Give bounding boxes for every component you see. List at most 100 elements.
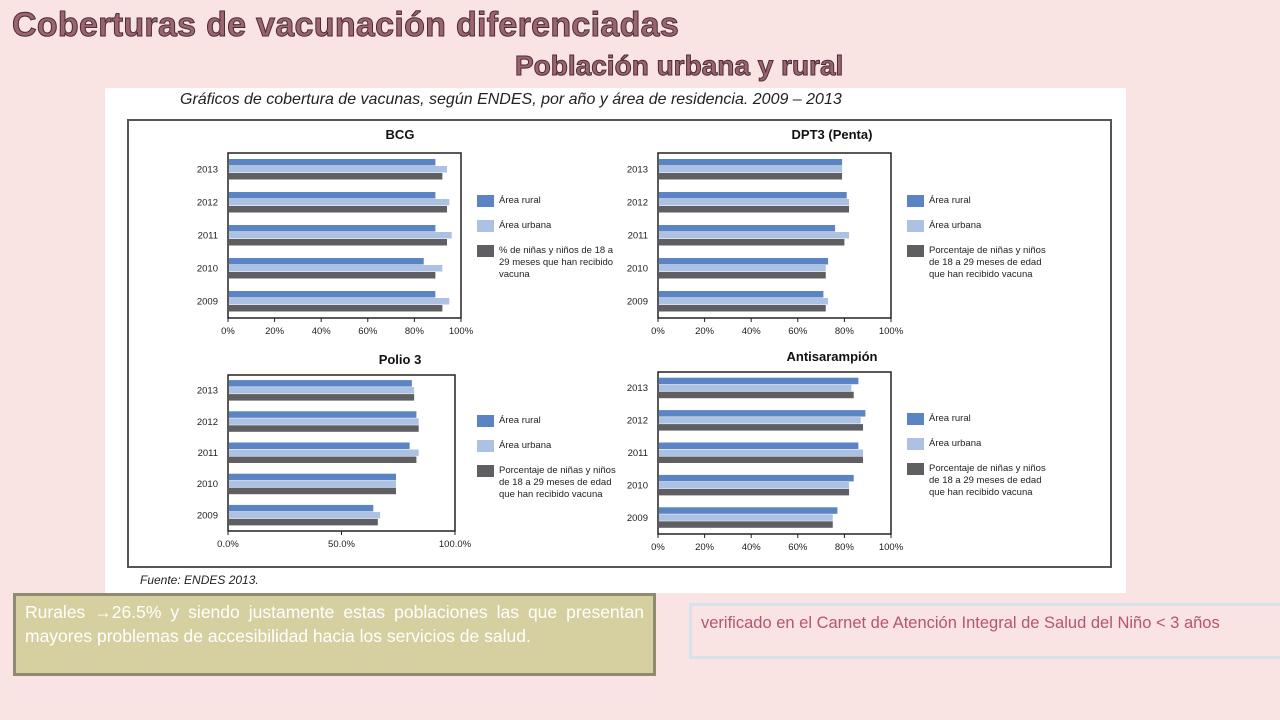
chart-panel-2: DPT3 (Penta) 2013 2012 2011 2010 2009 0% 20% 40%…	[627, 127, 904, 337]
plot-frame	[657, 371, 892, 535]
chart-panel-1: BCG 2013 2012 2011 2010 2009 0% 20% 40% 60% 80% 100…	[197, 127, 474, 337]
bar-2013-2	[229, 166, 448, 173]
chart-legend: Área rural Área urbana % de niñas y niños …	[477, 195, 617, 294]
plot-frame	[227, 152, 462, 319]
bar-2010-1	[229, 473, 396, 481]
bar-2012-2	[229, 418, 419, 425]
bar-2010-2	[659, 481, 850, 489]
bar-2013-3	[229, 394, 415, 401]
bar-2013-3	[229, 173, 443, 180]
chart-figure: Gráficos de cobertura de vacunas, según …	[105, 88, 1126, 593]
x-tick-label: 0%	[651, 542, 665, 553]
x-tick-label: 40%	[742, 326, 762, 337]
year-label: 2013	[627, 383, 648, 394]
legend-label: Área urbana	[499, 440, 552, 451]
bar-2013-1	[229, 159, 436, 166]
year-label: 2011	[628, 231, 648, 242]
bar-2010-1	[659, 474, 854, 482]
legend-swatch	[477, 415, 494, 427]
year-label: 2013	[627, 165, 648, 176]
legend-label: Área urbana	[929, 438, 982, 449]
x-tick-label: 0%	[221, 326, 235, 337]
chart-panel-3: Polio 3 2013 2012 2011 2010 2009 0.0% 50.0% 100.…	[197, 352, 472, 550]
chart-title: Antisarampión	[786, 349, 877, 364]
year-label: 2012	[197, 417, 218, 428]
x-tick-label: 100.0%	[439, 539, 472, 550]
rural-note-box: Rurales →26.5% y siendo justamente estas…	[13, 593, 656, 676]
bar-2012-2	[229, 199, 450, 206]
legend-swatch	[477, 245, 494, 257]
bar-2012-3	[229, 206, 448, 213]
x-tick-label: 50.0%	[328, 539, 355, 550]
legend-swatch	[907, 195, 924, 207]
bar-2012-1	[659, 192, 847, 199]
bar-2009-3	[659, 521, 833, 528]
bar-2013-1	[229, 380, 412, 387]
legend-item: Área rural	[907, 413, 1047, 425]
x-tick-label: 20%	[265, 326, 285, 337]
year-label: 2012	[197, 198, 218, 209]
bar-2011-3	[229, 239, 448, 246]
bar-2009-2	[229, 511, 381, 519]
figure-frame	[127, 119, 1112, 568]
x-tick-label: 80%	[405, 326, 425, 337]
year-label: 2010	[197, 479, 218, 490]
x-tick-label: 80%	[835, 542, 855, 553]
legend-item: % de niñas y niños de 18 a 29 meses que …	[477, 245, 617, 281]
bar-2012-1	[229, 411, 417, 418]
bar-2009-3	[229, 305, 443, 312]
bar-2009-3	[229, 518, 378, 526]
bar-2011-1	[229, 225, 436, 232]
legend-item: Porcentaje de niñas y niños de 18 a 29 m…	[907, 245, 1047, 281]
bar-2010-2	[229, 480, 396, 488]
legend-label: Área urbana	[929, 220, 982, 231]
bar-2009-1	[229, 504, 374, 512]
legend-label: Porcentaje de niñas y niños de 18 a 29 m…	[499, 465, 616, 500]
year-label: 2011	[628, 448, 648, 459]
bar-2013-1	[659, 159, 843, 166]
bar-2010-3	[229, 272, 436, 279]
bar-2011-3	[659, 239, 845, 246]
bar-2011-1	[229, 442, 410, 449]
bar-2012-2	[659, 417, 861, 424]
bar-2010-1	[659, 258, 829, 265]
bar-2012-3	[659, 206, 850, 213]
year-label: 2010	[197, 264, 218, 275]
year-label: 2010	[627, 480, 648, 491]
bar-2011-2	[659, 449, 864, 456]
bar-2010-2	[659, 265, 826, 272]
verification-note-box: verificado en el Carnet de Atención Inte…	[689, 603, 1280, 659]
legend-swatch	[907, 245, 924, 257]
bar-2009-1	[659, 291, 824, 298]
legend-item: Porcentaje de niñas y niños de 18 a 29 m…	[907, 463, 1047, 499]
x-tick-label: 60%	[788, 542, 808, 553]
bar-2012-1	[229, 192, 436, 199]
bar-2009-2	[659, 298, 829, 305]
bar-2012-3	[229, 425, 419, 432]
year-label: 2011	[198, 231, 218, 242]
legend-swatch	[907, 413, 924, 425]
year-label: 2013	[197, 386, 218, 397]
x-tick-label: 100%	[449, 326, 474, 337]
bar-2011-3	[659, 456, 864, 463]
x-tick-label: 60%	[788, 326, 808, 337]
bar-2013-2	[659, 166, 843, 173]
legend-item: Área urbana	[477, 220, 617, 232]
legend-swatch	[907, 220, 924, 232]
x-tick-label: 100%	[879, 326, 904, 337]
legend-swatch	[907, 463, 924, 475]
bar-2010-1	[229, 258, 424, 265]
slide-title: Coberturas de vacunación diferenciadas	[11, 6, 680, 45]
plot-frame	[657, 152, 892, 319]
bar-2010-3	[659, 488, 850, 496]
chart-legend: Área rural Área urbana Porcentaje de niñas…	[907, 413, 1047, 512]
figure-source: Fuente: ENDES 2013.	[140, 573, 259, 587]
legend-label: Área rural	[499, 195, 541, 206]
bar-2010-2	[229, 265, 443, 272]
bar-2009-1	[659, 507, 838, 514]
bar-2012-1	[659, 410, 866, 417]
x-tick-label: 20%	[695, 326, 715, 337]
bar-2011-3	[229, 456, 417, 463]
legend-item: Área rural	[477, 195, 617, 207]
year-label: 2012	[627, 198, 648, 209]
